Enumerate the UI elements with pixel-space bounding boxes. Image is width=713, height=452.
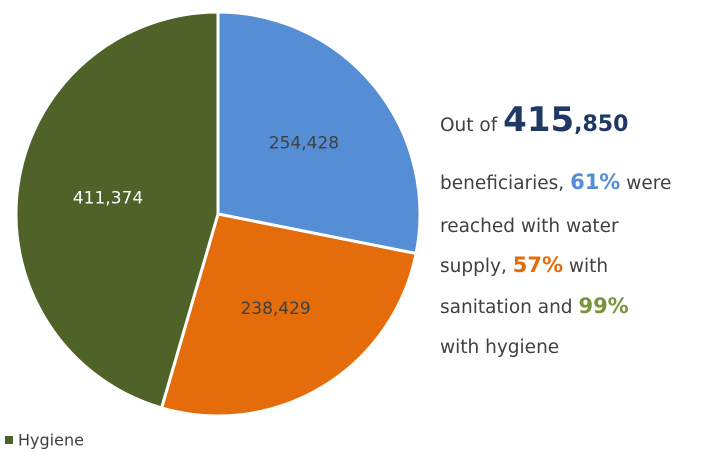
annotation-line: with hygiene (440, 328, 713, 368)
annotation-text: 99% (578, 294, 629, 318)
pie-slice (14, 10, 220, 410)
annotation-text: were (626, 173, 672, 194)
annotation: Out of 415,850 beneficiaries, 61% were rea… (440, 100, 713, 368)
annotation-text: 61% (570, 170, 621, 194)
annotation-line: supply, 57% with (440, 246, 713, 284)
pie-slice (159, 212, 418, 418)
annotation-text: reached with water (440, 216, 619, 237)
annotation-line: Out of 415,850 (440, 100, 713, 156)
legend-label: Hygiene (18, 431, 84, 450)
annotation-text: ,850 (574, 112, 629, 137)
annotation-text: sanitation and (440, 297, 573, 318)
slice-label: 238,429 (240, 299, 310, 319)
annotation-text: with (568, 256, 609, 277)
annotation-text: Out of (440, 115, 498, 136)
annotation-line: beneficiaries, 61% were (440, 156, 713, 208)
annotation-text: with hygiene (440, 337, 560, 358)
annotation-text: supply, (440, 256, 507, 277)
annotation-text: 57% (512, 253, 563, 277)
legend-swatch (5, 436, 13, 444)
slice-label: 411,374 (73, 188, 143, 208)
pie-slice (216, 10, 422, 256)
annotation-text: 415 (503, 100, 575, 140)
slice-label: 254,428 (269, 134, 339, 154)
annotation-text: beneficiaries, (440, 173, 565, 194)
annotation-line: reached with water (440, 208, 713, 246)
annotation-line: sanitation and 99% (440, 284, 713, 328)
